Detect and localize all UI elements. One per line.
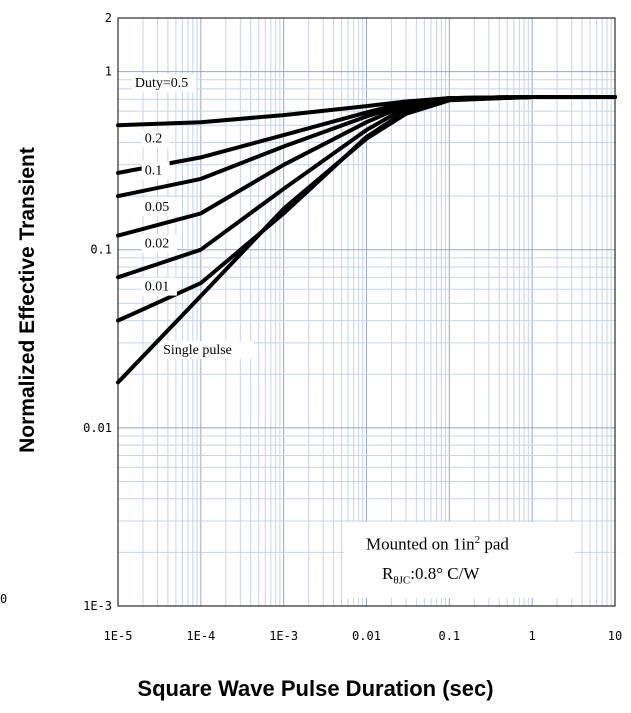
y-tick-label: 0.01 [83,421,112,435]
rjc-symbol: R [382,564,394,583]
curve-label-background [141,161,170,180]
plot-frame [117,17,616,607]
curve-label-background [141,277,177,296]
curve-label: Duty=0.5 [135,76,188,91]
axis-ticks: 1E-5 1E-4 1E-3 0.01 0.1 1 10 1E-3 0.01 0.1 1 2 [83,11,622,643]
x-axis-title: Square Wave Pulse Duration (sec) [137,676,494,701]
curve-label: 0.01 [145,280,170,295]
note-text: Mounted on 1in [366,534,475,554]
x-tick-label: 0.1 [438,629,460,643]
chart-curves [116,95,617,385]
x-tick-label: 1E-5 [104,629,133,643]
curve-label: Single pulse [163,343,232,358]
note-suffix: pad [480,534,509,554]
y-tick-label: 1 [105,65,112,79]
rjc-subscript: θJC [393,574,411,587]
curve-label-background [141,234,177,253]
mounting-note-line1: Mounted on 1in2 pad [366,534,509,555]
y-tick-label: 2 [105,11,112,25]
x-tick-label: 1E-3 [269,629,298,643]
x-tick-label: 0.01 [352,629,381,643]
y-axis-title-wrap: Normalized Effective Transient [6,0,50,600]
y-tick-label: 1E-3 [83,599,112,613]
x-tick-label: 10 [608,629,622,643]
rjc-value: :0.8° C/W [410,564,480,583]
stray-tick-label: 0 [0,592,8,606]
mounting-note: Mounted on 1in2 pad RθJC:0.8° C/W [344,522,574,598]
curve-label-background [160,340,254,359]
y-axis-title: Normalized Effective Transient [16,147,40,453]
curve-label-background [141,198,177,217]
curve-label-background [141,129,170,148]
curve-label: 0.05 [145,200,170,215]
curve-labels: Duty=0.5 0.2 0.1 0.05 0.02 0.01 Single pulse [131,73,254,359]
curve-label: 0.02 [145,236,170,251]
curve-line [116,95,617,385]
curve-label: 0.1 [145,163,163,178]
thermal-resistance-note: RθJC:0.8° C/W [382,564,479,586]
x-tick-label: 1E-4 [186,629,215,643]
note-superscript: 2 [474,534,481,546]
y-tick-label: 0.1 [90,243,112,257]
curve-label-background [131,73,197,92]
x-tick-label: 1 [529,629,536,643]
curve-label: 0.2 [145,132,163,147]
